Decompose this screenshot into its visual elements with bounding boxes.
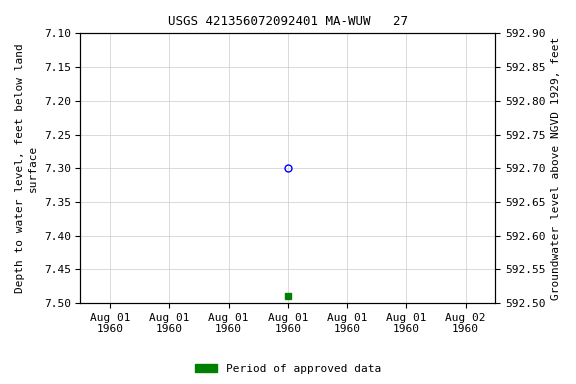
Title: USGS 421356072092401 MA-WUW   27: USGS 421356072092401 MA-WUW 27 (168, 15, 408, 28)
Legend: Period of approved data: Period of approved data (191, 359, 385, 379)
Y-axis label: Depth to water level, feet below land
surface: Depth to water level, feet below land su… (15, 43, 38, 293)
Y-axis label: Groundwater level above NGVD 1929, feet: Groundwater level above NGVD 1929, feet (551, 36, 561, 300)
